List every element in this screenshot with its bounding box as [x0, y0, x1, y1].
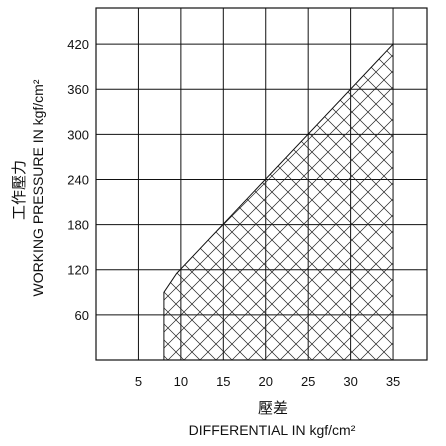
x-tick-label: 35 [386, 374, 400, 389]
x-axis-label: DIFFERENTIAL IN kgf/cm² [189, 422, 356, 438]
y-axis-label-chinese: 工作壓力 [10, 160, 28, 220]
region-fill [163, 44, 394, 360]
y-tick-label: 420 [67, 37, 89, 52]
x-tick-label: 30 [343, 374, 357, 389]
operating-region [163, 43, 394, 360]
y-tick-label: 240 [67, 172, 89, 187]
plot-frame [95, 7, 428, 361]
region-boundary [163, 43, 394, 360]
y-tick-label: 120 [67, 263, 89, 278]
y-tick-label: 360 [67, 82, 89, 97]
y-tick-labels: 60 120 180 240 300 360 420 [67, 37, 89, 323]
x-tick-labels: 5 10 15 20 25 30 35 [135, 374, 400, 389]
x-axis-label-chinese: 壓差 [258, 399, 288, 417]
x-tick-label: 10 [174, 374, 188, 389]
y-tick-label: 300 [67, 127, 89, 142]
y-tick-label: 180 [67, 218, 89, 233]
x-tick-label: 5 [135, 374, 142, 389]
x-tick-label: 15 [216, 374, 230, 389]
y-tick-label: 60 [75, 308, 89, 323]
x-tick-label: 25 [301, 374, 315, 389]
x-tick-label: 20 [259, 374, 273, 389]
y-axis-label: WORKING PRESSURE IN kgf/cm² [30, 79, 46, 296]
